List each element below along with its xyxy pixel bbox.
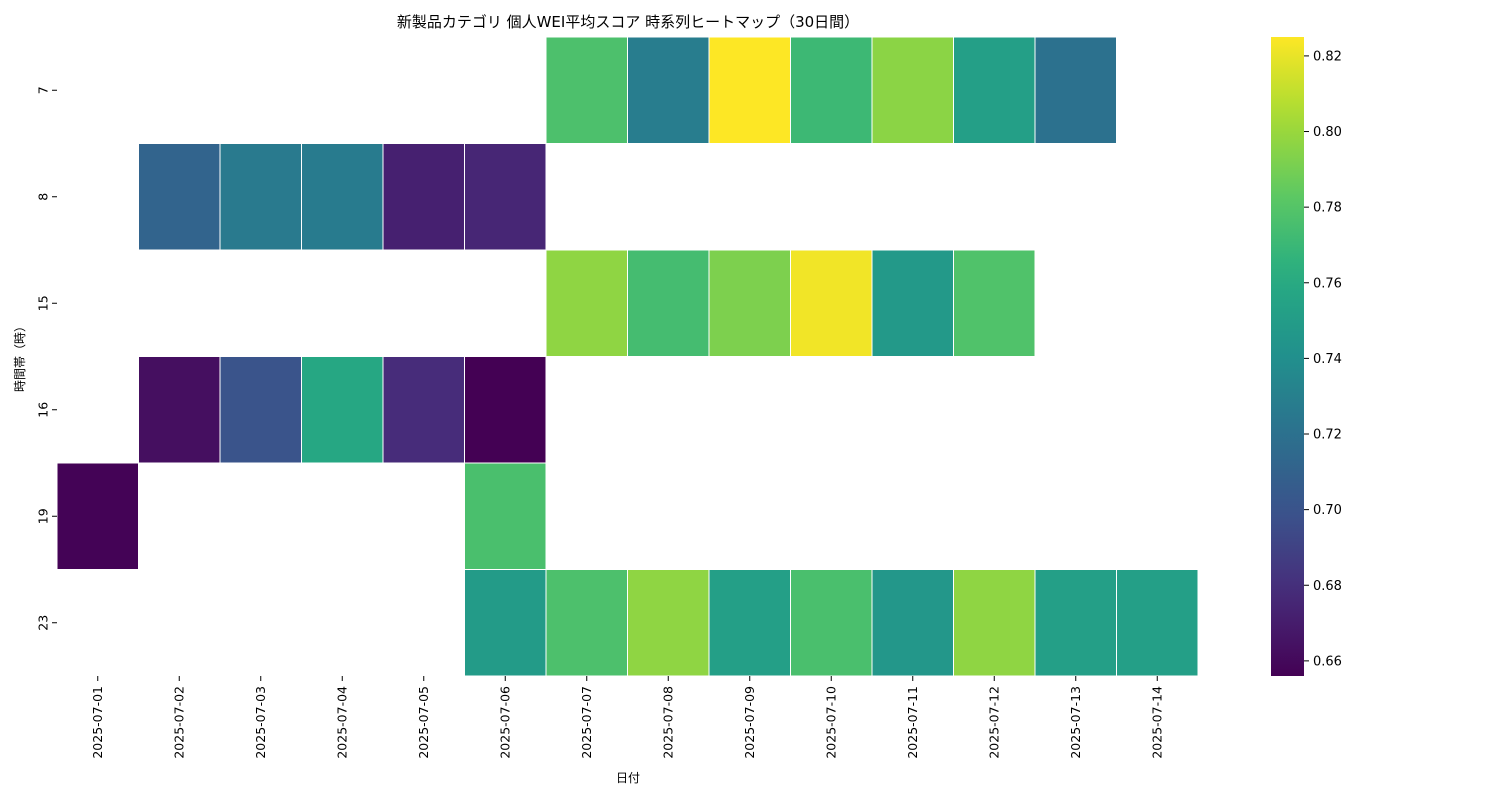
heatmap-cell [301,143,384,251]
colorbar-tick-label: 0.68 [1313,579,1342,594]
heatmap-cell [790,36,873,144]
heatmap-cell [56,462,139,570]
heatmap-cell [545,36,628,144]
x-tick-label: 2025-07-01 [90,686,105,759]
y-tick-label: 15 [35,295,50,311]
heatmap-cell [138,143,221,251]
y-tick-label: 23 [35,615,50,631]
heatmap-cell [219,356,302,464]
heatmap-cell [708,36,791,144]
heatmap-cell [627,36,710,144]
heatmap-cell [953,36,1036,144]
colorbar-tick-label: 0.78 [1313,201,1342,216]
colorbar-tick-label: 0.74 [1313,352,1342,367]
heatmap-cell [953,569,1036,677]
x-axis: 2025-07-01 2025-07-02 2025-07-03 2025-07-04… [90,676,1165,759]
colorbar-tick-label: 0.72 [1313,428,1342,443]
colorbar-tick-label: 0.82 [1313,49,1342,64]
heatmap-cell [790,249,873,357]
colorbar-tick-label: 0.76 [1313,276,1342,291]
x-tick-label: 2025-07-12 [987,686,1002,759]
y-tick-label: 19 [35,508,50,524]
heatmap-cell [871,36,954,144]
heatmap-cell [871,569,954,677]
x-tick-label: 2025-07-09 [742,686,757,759]
heatmap-cell [708,249,791,357]
colorbar-tick-label: 0.70 [1313,503,1342,518]
heatmap-cell [953,249,1036,357]
y-tick-label: 16 [35,402,50,418]
x-tick-label: 2025-07-03 [253,686,268,759]
x-tick-label: 2025-07-13 [1068,686,1083,759]
heatmap-cell [871,249,954,357]
chart-title: 新製品カテゴリ 個人WEI平均スコア 時系列ヒートマップ（30日間） [397,13,859,31]
y-axis: 7 8 15 16 19 23 [35,86,57,631]
colorbar-tick-label: 0.80 [1313,125,1342,140]
heatmap-cell [382,356,465,464]
x-tick-label: 2025-07-14 [1150,686,1165,759]
y-tick-label: 8 [35,193,50,201]
colorbar [1271,37,1304,676]
x-tick-label: 2025-07-05 [416,686,431,759]
x-tick-label: 2025-07-04 [335,686,350,759]
heatmap-cell [545,569,628,677]
heatmap-cells [56,36,1199,677]
x-tick-label: 2025-07-02 [172,686,187,759]
colorbar-ticks: 0.66 0.68 0.70 0.72 0.74 0.76 0.78 0.80 0.82 [1304,49,1342,669]
heatmap-cell [627,249,710,357]
x-tick-label: 2025-07-06 [498,686,513,759]
y-tick-label: 7 [35,86,50,94]
heatmap-cell [627,569,710,677]
y-axis-label: 時間帯（時） [13,320,27,392]
x-axis-label: 日付 [616,771,640,785]
colorbar-tick-label: 0.66 [1313,654,1342,669]
heatmap-cell [219,143,302,251]
heatmap-cell [1116,569,1199,677]
x-tick-label: 2025-07-07 [579,686,594,759]
heatmap-cell [464,143,547,251]
x-tick-label: 2025-07-08 [661,686,676,759]
heatmap-cell [301,356,384,464]
heatmap-cell [464,462,547,570]
heatmap-cell [464,356,547,464]
heatmap-cell [464,569,547,677]
heatmap-cell [382,143,465,251]
heatmap-cell [1034,36,1117,144]
heatmap-cell [138,356,221,464]
x-tick-label: 2025-07-10 [824,686,839,759]
x-tick-label: 2025-07-11 [905,686,920,759]
heatmap-cell [708,569,791,677]
heatmap-cell [1034,569,1117,677]
heatmap-cell [545,249,628,357]
heatmap-cell [790,569,873,677]
